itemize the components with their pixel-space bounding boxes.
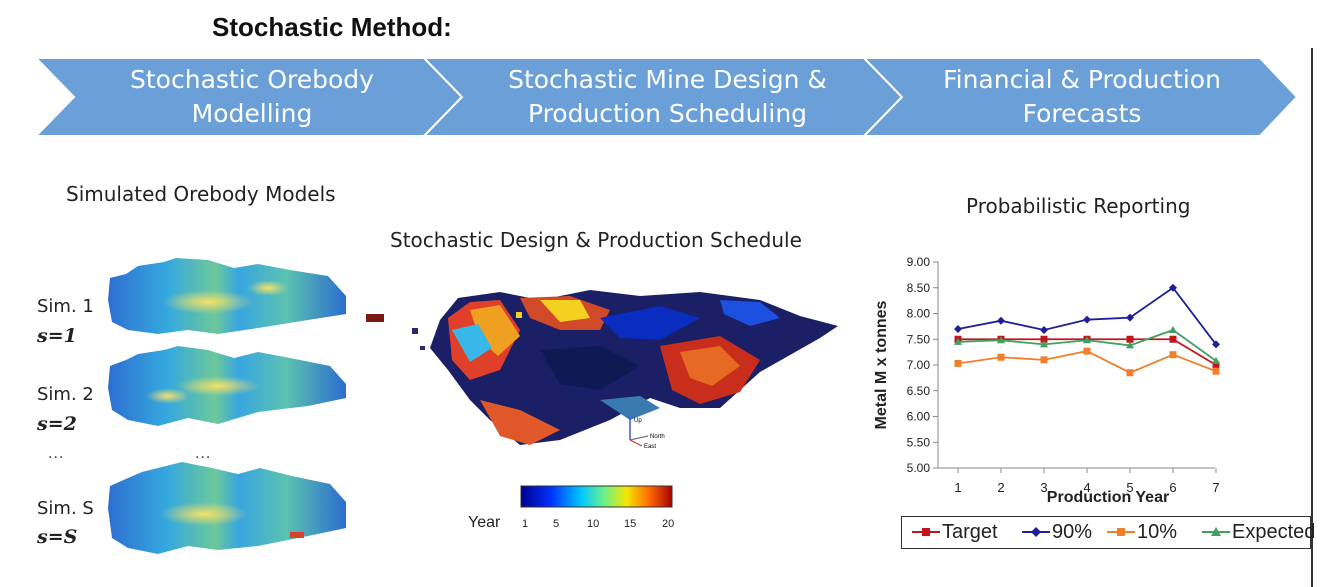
colorbar-title: Year: [468, 514, 501, 531]
data-point: [997, 336, 1005, 344]
data-point: [1212, 361, 1220, 369]
legend-label: 90%: [1052, 521, 1093, 543]
data-point: [1212, 356, 1220, 364]
data-point: [954, 337, 962, 345]
y-tick-label: 8.50: [907, 281, 931, 295]
y-tick-label: 7.50: [907, 332, 931, 346]
data-point: [1083, 347, 1091, 355]
data-point: [1040, 356, 1048, 364]
ellipsis-right: ...: [195, 446, 212, 462]
data-point: [1169, 325, 1177, 333]
colorbar-tick: 1: [522, 518, 529, 530]
legend-swatch: [912, 528, 940, 536]
step-label-2: Stochastic Mine Design & Production Sched…: [508, 65, 827, 128]
data-point: [1169, 283, 1177, 292]
x-axis-label: Production Year: [1047, 489, 1169, 506]
x-tick-label: 7: [1212, 480, 1219, 495]
step-label-3: Financial & Production Forecasts: [943, 65, 1221, 128]
data-point: [1126, 335, 1134, 343]
debris-pieces: [366, 312, 522, 350]
data-point: [1083, 336, 1091, 344]
colorbar-tick: 10: [587, 518, 600, 530]
legend-swatch: [1022, 527, 1050, 537]
data-point: [1126, 369, 1134, 377]
data-point: [1040, 325, 1048, 334]
sim-sub-3: s=S: [37, 526, 78, 548]
axis-up-label: Up: [634, 418, 642, 424]
reporting-chart: 5.00 5.50 6.00 6.50 7.00 7.50 8.00 8.50 9.00 1 2 3 4…: [873, 255, 1220, 506]
page-title: Stochastic Method:: [212, 12, 452, 42]
y-tick-label: 5.00: [907, 461, 931, 475]
data-point: [1212, 367, 1220, 375]
orebody-model-1: [108, 258, 346, 334]
sim-sub-1: s=1: [37, 325, 77, 347]
legend-label: Target: [942, 521, 998, 543]
colorbar-tick: 5: [553, 518, 560, 530]
y-axis-label: Metal M x tonnes: [873, 300, 890, 429]
sim-label-3: Sim. S: [37, 498, 94, 519]
chart-legend: Target 90% 10% Expected: [901, 516, 1315, 549]
y-tick-label: 7.00: [907, 358, 931, 372]
data-point: [1083, 315, 1091, 324]
y-tick-label: 6.50: [907, 384, 931, 398]
ellipsis-left: ...: [48, 446, 65, 462]
axis-east-label: East: [644, 444, 656, 450]
colorbar-tick: 15: [624, 518, 637, 530]
x-tick-label: 5: [1126, 480, 1133, 495]
x-tick-label: 3: [1040, 480, 1047, 495]
chevron-step-3: [861, 57, 1299, 137]
data-point: [1169, 351, 1177, 359]
sim-sub-2: s=2: [37, 413, 77, 435]
legend-swatch: [1107, 528, 1135, 536]
axis-north-label: North: [650, 434, 665, 440]
process-chevrons: [33, 57, 1299, 137]
y-tick-label: 9.00: [907, 255, 931, 269]
simulated-models-title: Simulated Orebody Models: [66, 182, 336, 206]
data-point: [997, 353, 1005, 361]
data-point: [997, 316, 1005, 325]
x-tick-label: 4: [1083, 480, 1090, 495]
sim-label-2: Sim. 2: [37, 384, 94, 405]
reporting-title: Probabilistic Reporting: [966, 194, 1191, 218]
sim-label-1: Sim. 1: [37, 296, 94, 317]
orebody-model-2: [108, 346, 346, 426]
divider-line: [1311, 48, 1313, 587]
axis-triad: Up North East: [629, 418, 665, 450]
data-point: [1126, 341, 1134, 349]
data-point: [1126, 313, 1134, 322]
legend-label: 10%: [1137, 521, 1178, 543]
y-tick-label: 8.00: [907, 307, 931, 321]
data-point: [1212, 340, 1220, 349]
legend-label: Expected: [1232, 521, 1316, 543]
schedule-title: Stochastic Design & Production Schedule: [390, 228, 802, 252]
data-point: [954, 359, 962, 367]
data-point: [1040, 335, 1048, 343]
year-colorbar: [520, 485, 673, 508]
x-tick-label: 1: [954, 480, 961, 495]
pit-model: [430, 290, 838, 445]
orebody-model-3: [108, 462, 346, 554]
x-tick-label: 2: [997, 480, 1004, 495]
legend-swatch: [1202, 527, 1230, 536]
data-point: [1169, 335, 1177, 343]
x-tick-label: 6: [1169, 480, 1176, 495]
data-point: [1040, 340, 1048, 348]
y-tick-label: 5.50: [907, 435, 931, 449]
data-point: [954, 324, 962, 333]
y-tick-label: 6.00: [907, 410, 931, 424]
colorbar-tick: 20: [662, 518, 675, 530]
step-label-1: Stochastic Orebody Modelling: [130, 65, 374, 128]
